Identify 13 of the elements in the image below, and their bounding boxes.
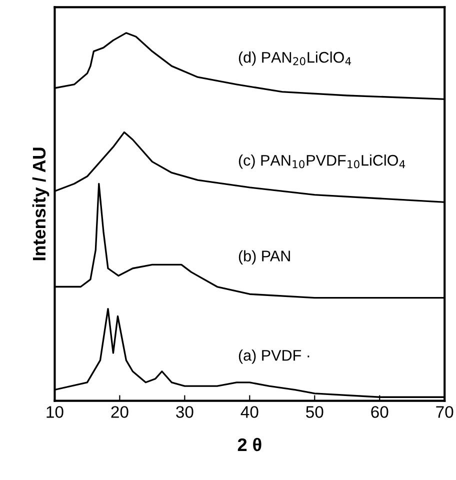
- series-label: (c) PAN$_{10}$PVDF$_{10}$LiClO$_{4}$: [238, 154, 406, 169]
- x-tick-label: 20: [111, 406, 128, 418]
- series-label: (a) PVDF ·: [238, 350, 310, 364]
- x-tick-label: 10: [46, 406, 64, 418]
- x-tick-label: 30: [176, 406, 194, 418]
- x-tick-label: 40: [240, 406, 258, 418]
- y-axis-title: Intensity / AU: [32, 148, 50, 260]
- series-label: (b) PAN: [238, 250, 290, 264]
- x-axis-title: 2 θ: [238, 438, 262, 452]
- x-tick-label: 50: [306, 406, 324, 418]
- series-label: (d) PAN$_{20}$LiClO$_{4}$: [238, 52, 352, 66]
- x-tick-label: 70: [436, 406, 454, 418]
- x-tick-label: 60: [371, 406, 388, 418]
